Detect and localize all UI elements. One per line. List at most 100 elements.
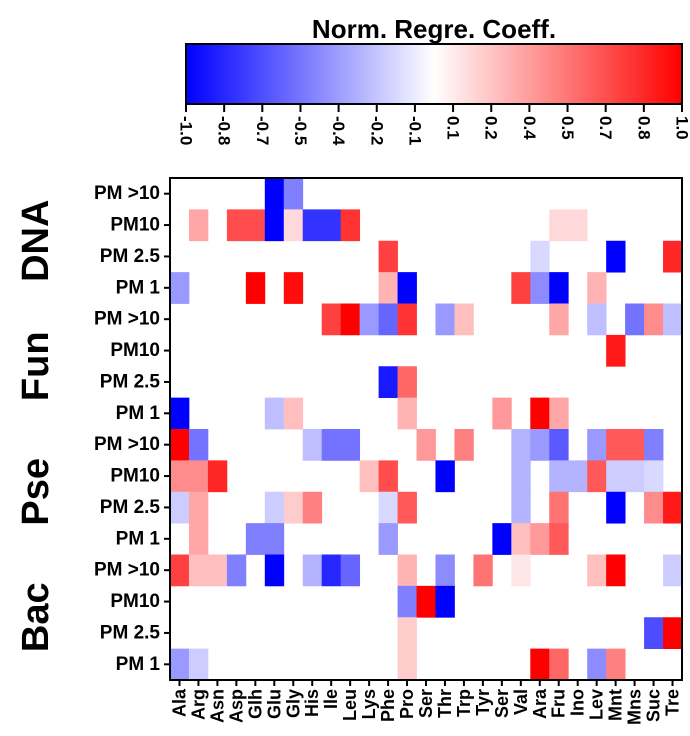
heatmap-cell: [302, 554, 323, 587]
group-label: Pse: [15, 458, 57, 526]
heatmap-cell: [644, 460, 664, 493]
heatmap-cell: [663, 617, 683, 650]
column-label: Arg: [188, 689, 208, 720]
column-label: Ino: [568, 689, 588, 716]
heatmap-cell: [587, 272, 607, 304]
row-label: PM 2.5: [100, 497, 161, 518]
heatmap-cell: [644, 617, 664, 650]
heatmap-cell: [530, 523, 550, 555]
heatmap-cell: [397, 585, 417, 618]
heatmap-cell: [170, 554, 190, 587]
column-label: Mns: [625, 689, 645, 725]
heatmap-cell: [644, 303, 664, 336]
heatmap-cell: [568, 209, 588, 242]
heatmap-cell: [587, 554, 607, 587]
heatmap-cell: [170, 397, 190, 430]
heatmap-cell: [188, 648, 209, 681]
heatmap-cell: [170, 460, 190, 493]
column-label: Lys: [359, 689, 379, 719]
heatmap-cell: [454, 429, 474, 461]
heatmap-cell: [435, 303, 455, 336]
heatmap-cell: [245, 209, 266, 242]
column-label: Phe: [378, 689, 398, 722]
heatmap-cell: [359, 460, 379, 493]
heatmap-cells: [170, 178, 683, 681]
colorbar-tick-label: -0.2: [367, 116, 386, 145]
column-label: Val: [511, 689, 531, 715]
heatmap-cell: [530, 240, 550, 273]
group-label: Fun: [15, 331, 57, 401]
row-label: PM 1: [116, 654, 161, 675]
heatmap-cell: [606, 648, 626, 681]
colorbar-tick-label: 0.4: [520, 116, 539, 140]
heatmap-cell: [302, 491, 323, 524]
row-label: PM >10: [94, 183, 160, 204]
heatmap-cell: [397, 272, 417, 304]
colorbar-tick-label: 0.1: [444, 116, 463, 140]
colorbar-title: Norm. Regre. Coeff.: [312, 14, 556, 44]
heatmap-cell: [511, 460, 531, 493]
heatmap-cell: [283, 397, 304, 430]
colorbar-tick-label: 1.0: [673, 116, 690, 140]
heatmap-cell: [606, 491, 626, 524]
heatmap-cell: [625, 460, 645, 493]
heatmap-cell: [245, 272, 266, 304]
row-label: PM10: [110, 591, 160, 612]
heatmap-cell: [397, 554, 417, 587]
heatmap-cell: [283, 209, 304, 242]
heatmap-cell: [549, 648, 569, 681]
colorbar-tick-label: -0.8: [215, 116, 234, 145]
heatmap-cell: [340, 303, 361, 336]
heatmap-cell: [473, 554, 493, 587]
column-label: Thr: [435, 689, 455, 718]
heatmap-cell: [644, 491, 664, 524]
heatmap-cell: [530, 272, 550, 304]
heatmap-cell: [397, 366, 417, 399]
heatmap-cell: [264, 523, 285, 555]
heatmap-cell: [321, 209, 342, 242]
heatmap-cell: [549, 460, 569, 493]
heatmap-cell: [170, 491, 190, 524]
heatmap-cell: [340, 429, 361, 461]
heatmap-cell: [207, 460, 228, 493]
row-label: PM10: [110, 340, 160, 361]
colorbar-tick-label: -0.5: [291, 116, 310, 145]
heatmap-cell: [663, 491, 683, 524]
heatmap-cell: [606, 240, 626, 273]
heatmap-cell: [454, 303, 474, 336]
column-label: Glh: [245, 689, 265, 719]
column-label: Glu: [264, 689, 284, 719]
row-labels: PM >10 PM10 PM 2.5 PM 1 PM >10 PM10 PM 2.5 PM 1…: [94, 183, 170, 675]
column-label: Trp: [454, 689, 474, 717]
colorbar-tick-label: -1.0: [177, 116, 196, 145]
column-label: His: [302, 689, 322, 717]
heatmap-cell: [264, 209, 285, 242]
row-label: PM10: [110, 466, 160, 487]
heatmap-cell: [397, 303, 417, 336]
heatmap-cell: [416, 429, 436, 461]
heatmap-cell: [587, 303, 607, 336]
row-label: PM >10: [94, 309, 160, 330]
heatmap-cell: [397, 617, 417, 650]
heatmap-cell: [492, 523, 512, 555]
heatmap-cell: [321, 303, 342, 336]
heatmap-cell: [549, 272, 569, 304]
colorbar-tick-label: -0.7: [253, 116, 272, 145]
heatmap-cell: [188, 554, 209, 587]
heatmap-cell: [549, 429, 569, 461]
row-label: PM 2.5: [100, 246, 161, 267]
colorbar-tick-label: -0.1: [405, 116, 424, 145]
heatmap-cell: [530, 429, 550, 461]
heatmap-cell: [663, 240, 683, 273]
heatmap-cell: [378, 272, 398, 304]
heatmap-cell: [663, 554, 683, 587]
row-label: PM >10: [94, 560, 160, 581]
heatmap-cell: [606, 554, 626, 587]
row-label: PM 1: [116, 403, 161, 424]
heatmap-cell: [378, 491, 398, 524]
heatmap-cell: [188, 429, 209, 461]
heatmap-cell: [283, 491, 304, 524]
colorbar: [185, 43, 683, 105]
colorbar-tick-label: 0.5: [558, 116, 577, 140]
row-label: PM 2.5: [100, 371, 161, 392]
